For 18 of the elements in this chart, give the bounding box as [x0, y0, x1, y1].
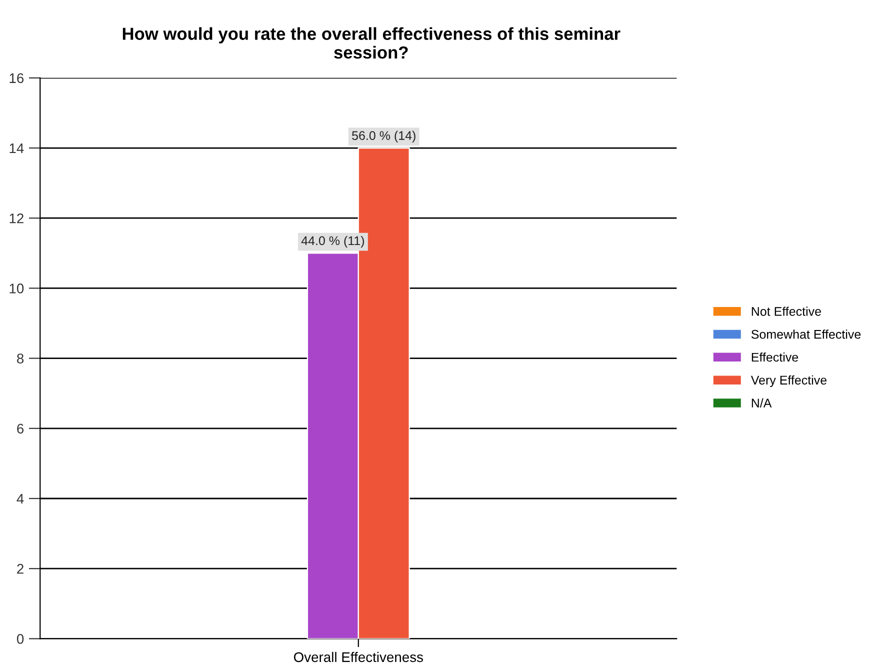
- y-tick-label: 10: [10, 284, 24, 294]
- y-tick-label: 8: [17, 354, 24, 364]
- legend-label: Not Effective: [752, 306, 821, 316]
- legend-label: N/A: [752, 398, 772, 408]
- legend-label: Effective: [752, 352, 798, 362]
- y-tick-label: 6: [17, 424, 24, 434]
- y-tick-label: 4: [16, 494, 24, 504]
- chart-title: How would you rate the overall effectiveness of this seminar session?: [122, 27, 620, 59]
- legend-label: Somewhat Effective: [751, 330, 861, 339]
- y-tick-label: 16: [10, 73, 24, 84]
- data-label: 56.0 % (14): [352, 130, 416, 142]
- y-tick-label: 14: [10, 143, 24, 154]
- legend-label: Very Effective: [750, 375, 827, 388]
- y-tick-label: 12: [10, 213, 24, 224]
- y-tick-label: 0: [16, 634, 24, 644]
- y-tick-label: 2: [17, 564, 24, 574]
- data-label: 44.0 % (11): [301, 236, 364, 248]
- x-tick-label: Overall Effectiveness: [294, 652, 423, 662]
